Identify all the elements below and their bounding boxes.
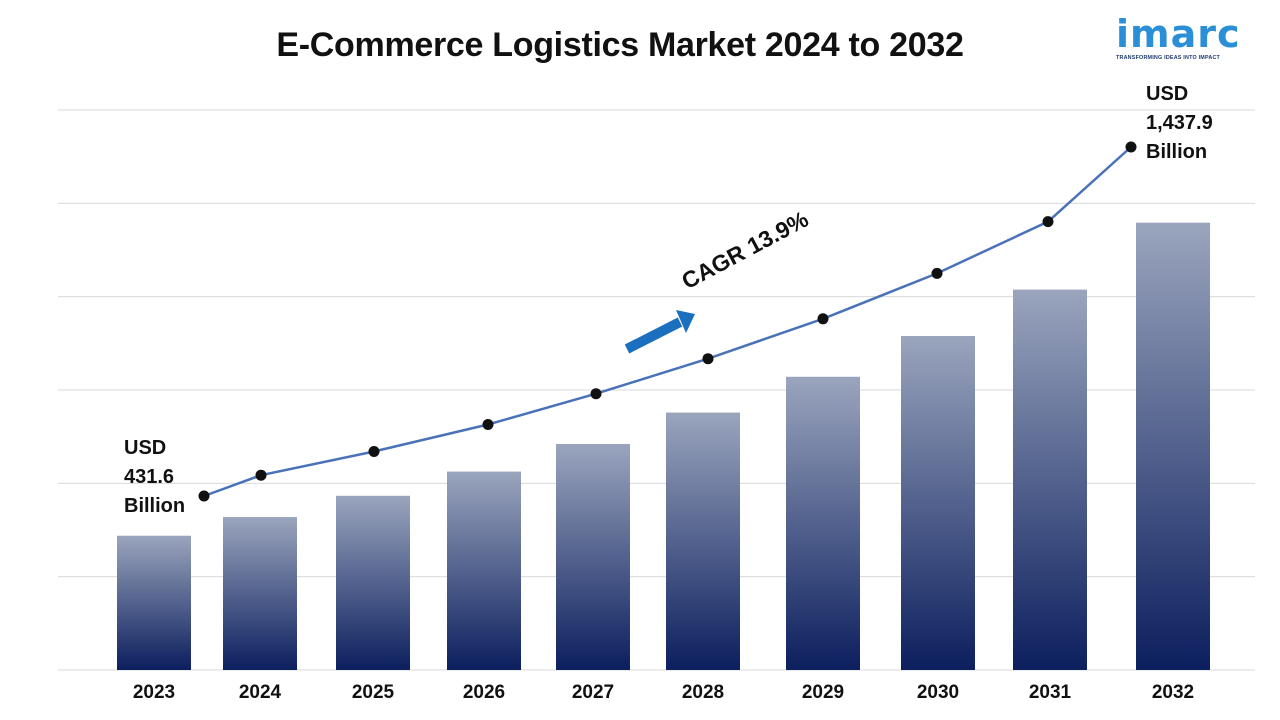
trend-point-2023 — [198, 490, 210, 502]
x-tick-2023: 2023 — [133, 682, 175, 703]
bar-2024 — [223, 517, 297, 670]
start-value-callout: USD 431.6 Billion — [124, 434, 185, 521]
x-tick-2024: 2024 — [239, 682, 282, 703]
trend-point-2030 — [931, 267, 943, 279]
x-tick-2029: 2029 — [802, 682, 844, 703]
bar-2032 — [1136, 222, 1210, 671]
cagr-arrow — [624, 310, 695, 354]
x-tick-2027: 2027 — [572, 682, 614, 703]
bar-2026 — [447, 471, 521, 670]
trend-point-2031 — [1042, 216, 1054, 228]
x-tick-labels: 2023 2024 2025 2026 2027 2028 2029 2030 2031 2032 — [133, 682, 1194, 703]
x-tick-2026: 2026 — [463, 682, 505, 703]
trend-line-path — [203, 146, 1132, 498]
start-value-amount: 431.6 — [124, 466, 175, 488]
bars — [117, 222, 1210, 671]
bar-2027 — [556, 443, 630, 670]
bar-2031 — [1013, 289, 1087, 670]
x-tick-2025: 2025 — [352, 682, 395, 703]
start-value-currency: USD — [124, 437, 167, 459]
end-value-amount: 1,437.9 — [1146, 112, 1213, 134]
start-value-unit: Billion — [124, 495, 186, 517]
bar-2030 — [901, 336, 975, 670]
trend-point-2024 — [255, 469, 267, 481]
cagr-arrow-head — [676, 310, 695, 333]
x-tick-2032: 2032 — [1152, 682, 1194, 703]
trend-point-2027 — [590, 388, 602, 400]
logo-tagline: TRANSFORMING IDEAS INTO IMPACT — [1116, 55, 1221, 61]
bar-2025 — [336, 495, 410, 670]
chart-title: E-Commerce Logistics Market 2024 to 2032 — [276, 26, 964, 64]
end-value-currency: USD — [1146, 83, 1189, 105]
cagr-arrow-shaft — [624, 317, 683, 354]
trend-point-2028 — [702, 353, 714, 365]
bar-2028 — [666, 412, 740, 670]
bar-2029 — [786, 376, 860, 670]
logo-wordmark: imarc — [1116, 12, 1241, 56]
trend-point-2032 — [1125, 141, 1137, 153]
brand-logo: imarc TRANSFORMING IDEAS INTO IMPACT — [1116, 14, 1252, 61]
trend-point-2025 — [368, 445, 380, 457]
x-tick-2028: 2028 — [682, 682, 724, 703]
x-tick-2030: 2030 — [917, 682, 959, 703]
end-value-unit: Billion — [1146, 141, 1208, 163]
x-tick-2031: 2031 — [1029, 682, 1072, 703]
end-value-callout: USD 1,437.9 Billion — [1146, 80, 1213, 167]
trend-point-2026 — [482, 418, 494, 430]
trend-point-2029 — [817, 313, 829, 325]
trend-line — [198, 141, 1137, 502]
bar-2023 — [117, 535, 191, 670]
